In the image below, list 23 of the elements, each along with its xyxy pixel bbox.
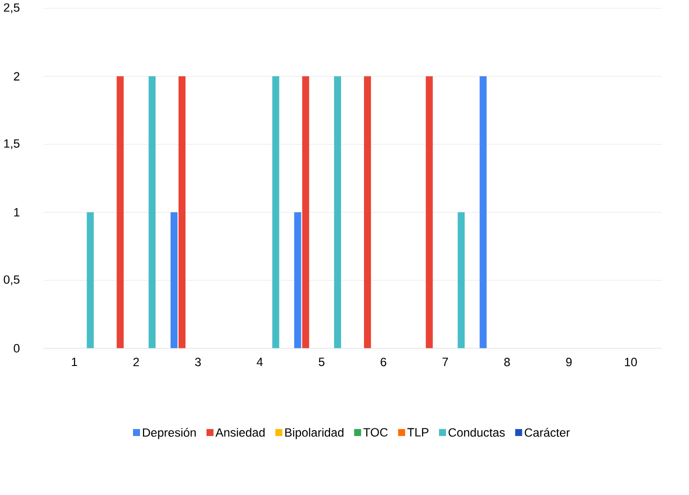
x-tick-label: 8: [504, 358, 510, 366]
x-tick-label: 6: [380, 358, 386, 366]
x-tick-label: 9: [566, 358, 572, 366]
x-tick-label: 4: [256, 358, 263, 366]
y-tick-label: 0: [14, 344, 20, 352]
legend-label: Bipolaridad: [285, 428, 344, 440]
y-tick-label: 0,5: [4, 275, 20, 286]
legend-label: Ansiedad: [215, 428, 265, 437]
y-tick-label: 2,5: [4, 3, 20, 14]
x-tick-label: 10: [624, 358, 637, 366]
legend-label: TOC: [363, 428, 388, 436]
y-tick-label: 2: [14, 72, 20, 80]
x-tick-label: 3: [195, 358, 201, 366]
legend-label: Conductas: [448, 428, 505, 437]
x-tick-label: 2: [133, 358, 139, 366]
legend-label: Carácter: [524, 428, 570, 437]
x-tick-label: 1: [72, 358, 78, 366]
x-tick-label: 5: [318, 358, 324, 366]
legend-label: TLP: [407, 428, 428, 436]
y-tick-label: 1,5: [4, 139, 20, 150]
x-tick-label: 7: [442, 358, 448, 366]
y-tick-label: 1: [14, 208, 20, 216]
legend-label: Depresión: [142, 428, 196, 440]
